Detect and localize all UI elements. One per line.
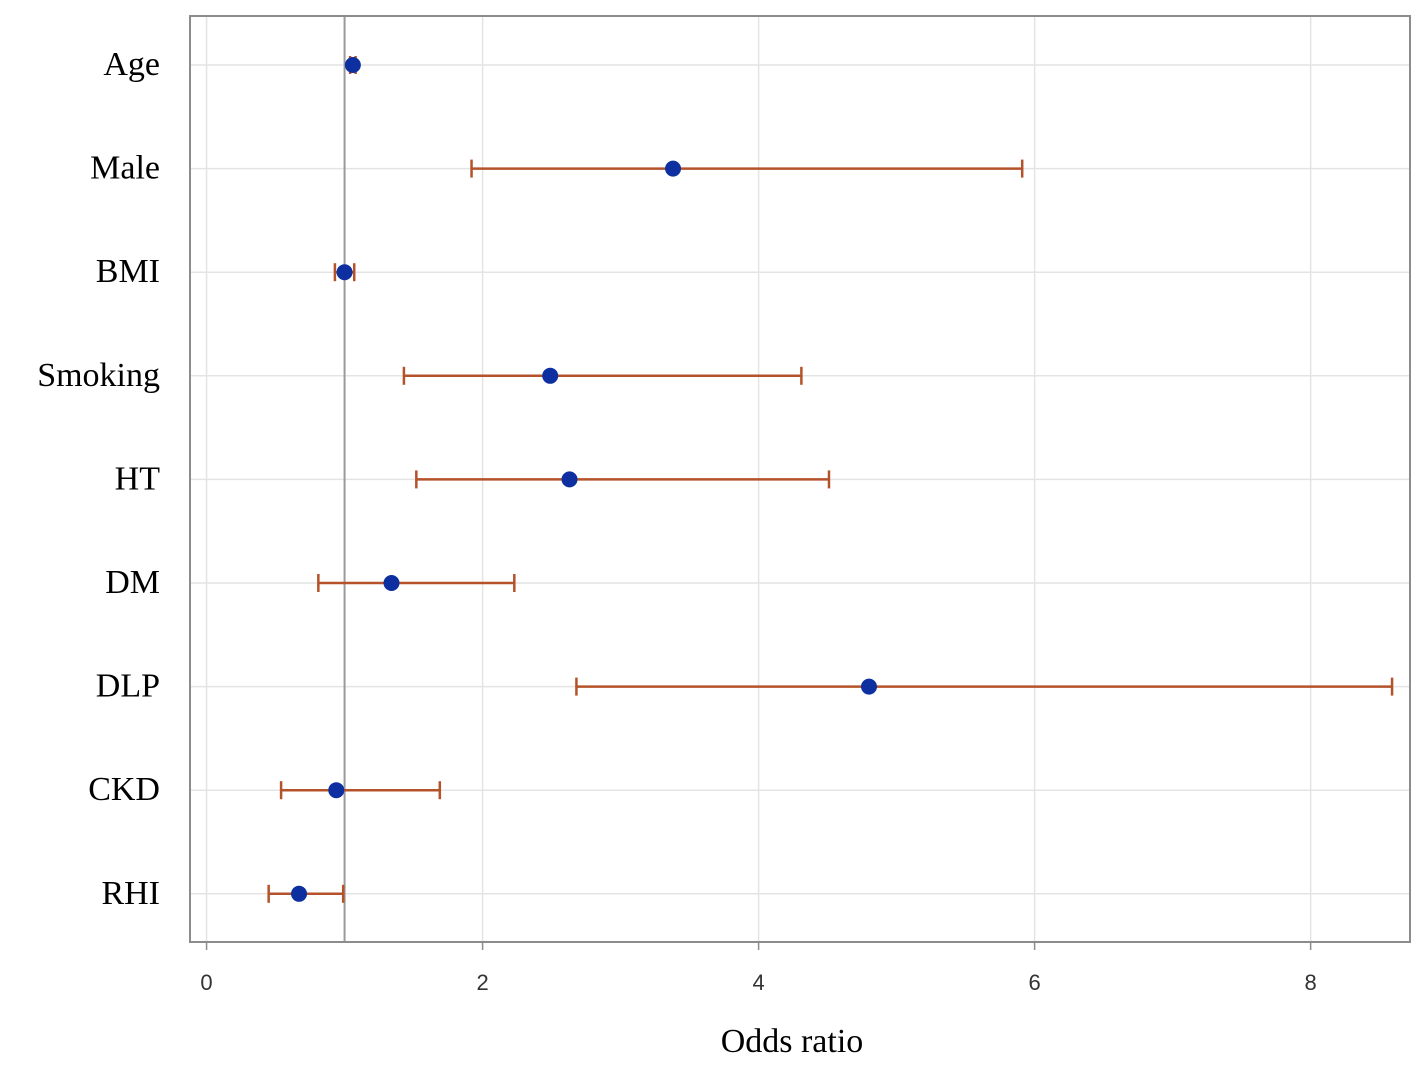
category-label-male: Male [90,150,160,187]
category-label-smoking: Smoking [37,357,160,394]
category-label-rhi: RHI [101,875,160,912]
estimate-point-ckd [328,782,345,799]
x-tick-label: 4 [752,970,764,995]
category-label-bmi: BMI [96,253,160,290]
category-label-ckd: CKD [88,771,160,808]
category-label-ht: HT [115,460,161,497]
x-tick-label: 0 [200,970,212,995]
estimate-point-rhi [291,885,308,902]
estimate-point-smoking [542,367,559,384]
estimate-point-dm [383,575,400,591]
x-tick-layer: 0 2 4 6 8 [200,942,1317,995]
category-label-dm: DM [105,564,160,601]
plot-frame [189,15,1411,943]
x-axis-title: Odds ratio [721,1023,864,1060]
category-label-dlp: DLP [96,668,160,705]
estimate-point-bmi [336,264,353,281]
estimate-point-ht [561,471,578,488]
confidence-interval-layer [267,56,1394,903]
category-label-age: Age [103,46,160,83]
x-tick-label: 8 [1305,970,1317,995]
x-tick-label: 2 [476,970,488,995]
category-label-layer: Age Male BMI Smoking HT DM DLP CKD RHI [37,46,160,912]
estimate-point-age [344,57,361,73]
estimate-point-male [665,160,682,177]
estimate-point-dlp [861,678,878,695]
estimate-point-layer [291,57,878,902]
x-tick-label: 6 [1028,970,1040,995]
